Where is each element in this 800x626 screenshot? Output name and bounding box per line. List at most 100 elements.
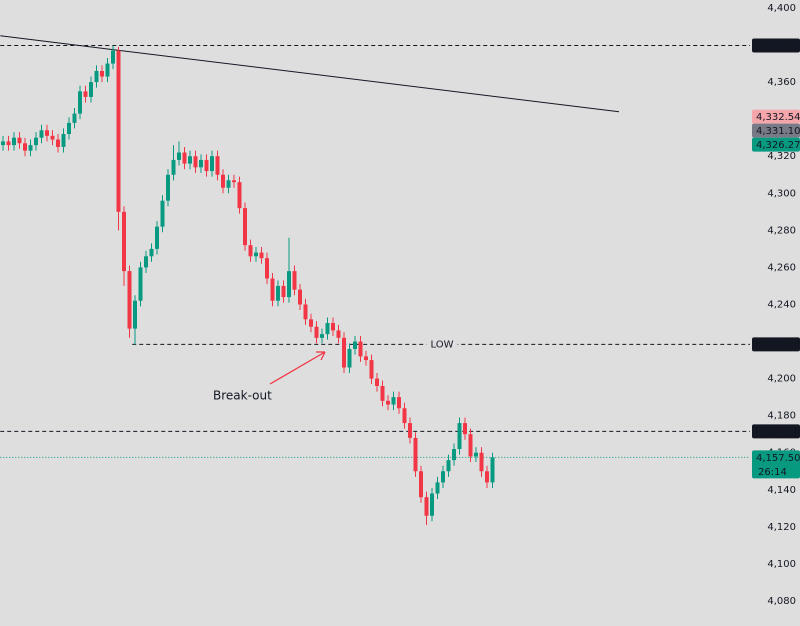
candle-body — [265, 258, 269, 279]
price-label-bg — [752, 450, 800, 479]
candle-body — [457, 423, 462, 450]
candle-body — [182, 152, 187, 164]
candle-body — [155, 226, 159, 249]
candle-body — [254, 252, 258, 257]
candle-body — [303, 304, 308, 320]
candle-body — [232, 180, 236, 183]
candle-body — [479, 452, 484, 472]
candle-body — [474, 452, 478, 457]
candle-body — [402, 408, 407, 424]
candle-body — [391, 397, 396, 405]
candle-body — [463, 423, 467, 435]
candle-body — [160, 200, 165, 227]
candle-body — [424, 497, 429, 516]
y-tick-label: 4,180 — [767, 411, 796, 422]
candle-body — [331, 323, 335, 331]
candle-body — [39, 130, 44, 138]
price-label-bg — [752, 38, 800, 53]
candle-body — [28, 145, 33, 151]
candle-body — [204, 159, 209, 172]
annotation-arrow — [269, 351, 326, 385]
y-tick-label: 4,240 — [767, 299, 796, 310]
level-note: LOW — [431, 339, 454, 350]
price-label-bg — [752, 424, 800, 439]
candle-body — [413, 437, 418, 472]
candle-body — [45, 130, 49, 136]
candle-body — [281, 285, 286, 298]
candle-body — [127, 271, 132, 329]
candle-body — [336, 330, 341, 338]
price-label: 4,171.50 — [756, 427, 800, 438]
trendline — [0, 35, 620, 113]
candle-body — [358, 341, 363, 357]
candle-body — [149, 248, 154, 257]
candle-body — [347, 348, 352, 368]
candle-body — [314, 326, 319, 338]
candle-body — [72, 113, 77, 123]
candle-body — [199, 159, 203, 168]
y-tick-label: 4,260 — [767, 262, 796, 273]
candle-body — [397, 397, 401, 409]
candle-body — [94, 70, 99, 83]
price-label: 4,332.54 — [756, 112, 800, 123]
candle-body — [320, 334, 324, 338]
candle-body — [17, 137, 22, 144]
candle-body — [342, 337, 346, 368]
candle-body — [380, 386, 385, 401]
candle-body — [133, 300, 137, 329]
candle-body — [353, 341, 357, 349]
candle-body — [237, 182, 242, 209]
candle-body — [34, 137, 38, 146]
price-label: 4,157.50 — [756, 453, 800, 464]
y-tick-label: 4,100 — [767, 559, 796, 570]
candle-body — [100, 70, 104, 77]
candle-body — [325, 323, 330, 335]
price-label-bg — [752, 123, 800, 138]
candle-body — [408, 423, 412, 438]
candle-body — [364, 356, 368, 361]
candle-body — [188, 156, 192, 164]
y-tick-label: 4,280 — [767, 225, 796, 236]
candle-body — [386, 400, 390, 405]
candle-body — [276, 285, 280, 301]
candle-body — [210, 156, 214, 172]
y-tick-label: 4,200 — [767, 374, 796, 385]
candle-body — [287, 271, 291, 298]
candle-body — [468, 434, 473, 457]
y-tick-label: 4,360 — [767, 77, 796, 88]
y-tick-label: 4,140 — [767, 485, 796, 496]
candle-body — [83, 91, 88, 97]
candle-body — [138, 267, 143, 301]
candle-body — [452, 449, 456, 461]
candle-body — [193, 156, 198, 168]
y-tick-label: 4,080 — [767, 596, 796, 607]
candle-body — [67, 122, 71, 134]
candle-body — [215, 156, 220, 175]
annotation: Break-out — [213, 389, 272, 403]
candle-body — [50, 135, 55, 140]
candle-body — [144, 256, 148, 268]
candle-body — [166, 174, 170, 201]
y-tick-label: 4,300 — [767, 188, 796, 199]
candle-body — [122, 211, 126, 272]
candle-body — [116, 50, 121, 212]
candle-body — [309, 319, 313, 327]
price-label: 4,326.27 — [756, 140, 800, 151]
price-label: 4,331.10 — [756, 126, 800, 137]
y-tick-label: 4,320 — [767, 151, 796, 162]
price-label: 4,379.76 — [756, 41, 800, 52]
candle-body — [369, 360, 374, 379]
candle-body — [105, 63, 110, 77]
candle-body — [89, 82, 93, 97]
candle-body — [446, 460, 451, 472]
price-label-bg — [752, 337, 800, 352]
price-label-bg — [752, 109, 800, 124]
level-note-bg — [426, 338, 458, 352]
candle-body — [259, 252, 264, 259]
candle-body — [171, 159, 176, 175]
countdown: 26:14 — [758, 467, 787, 478]
candle-body — [177, 152, 181, 160]
candle-body — [111, 50, 115, 64]
candle-body — [485, 471, 489, 483]
